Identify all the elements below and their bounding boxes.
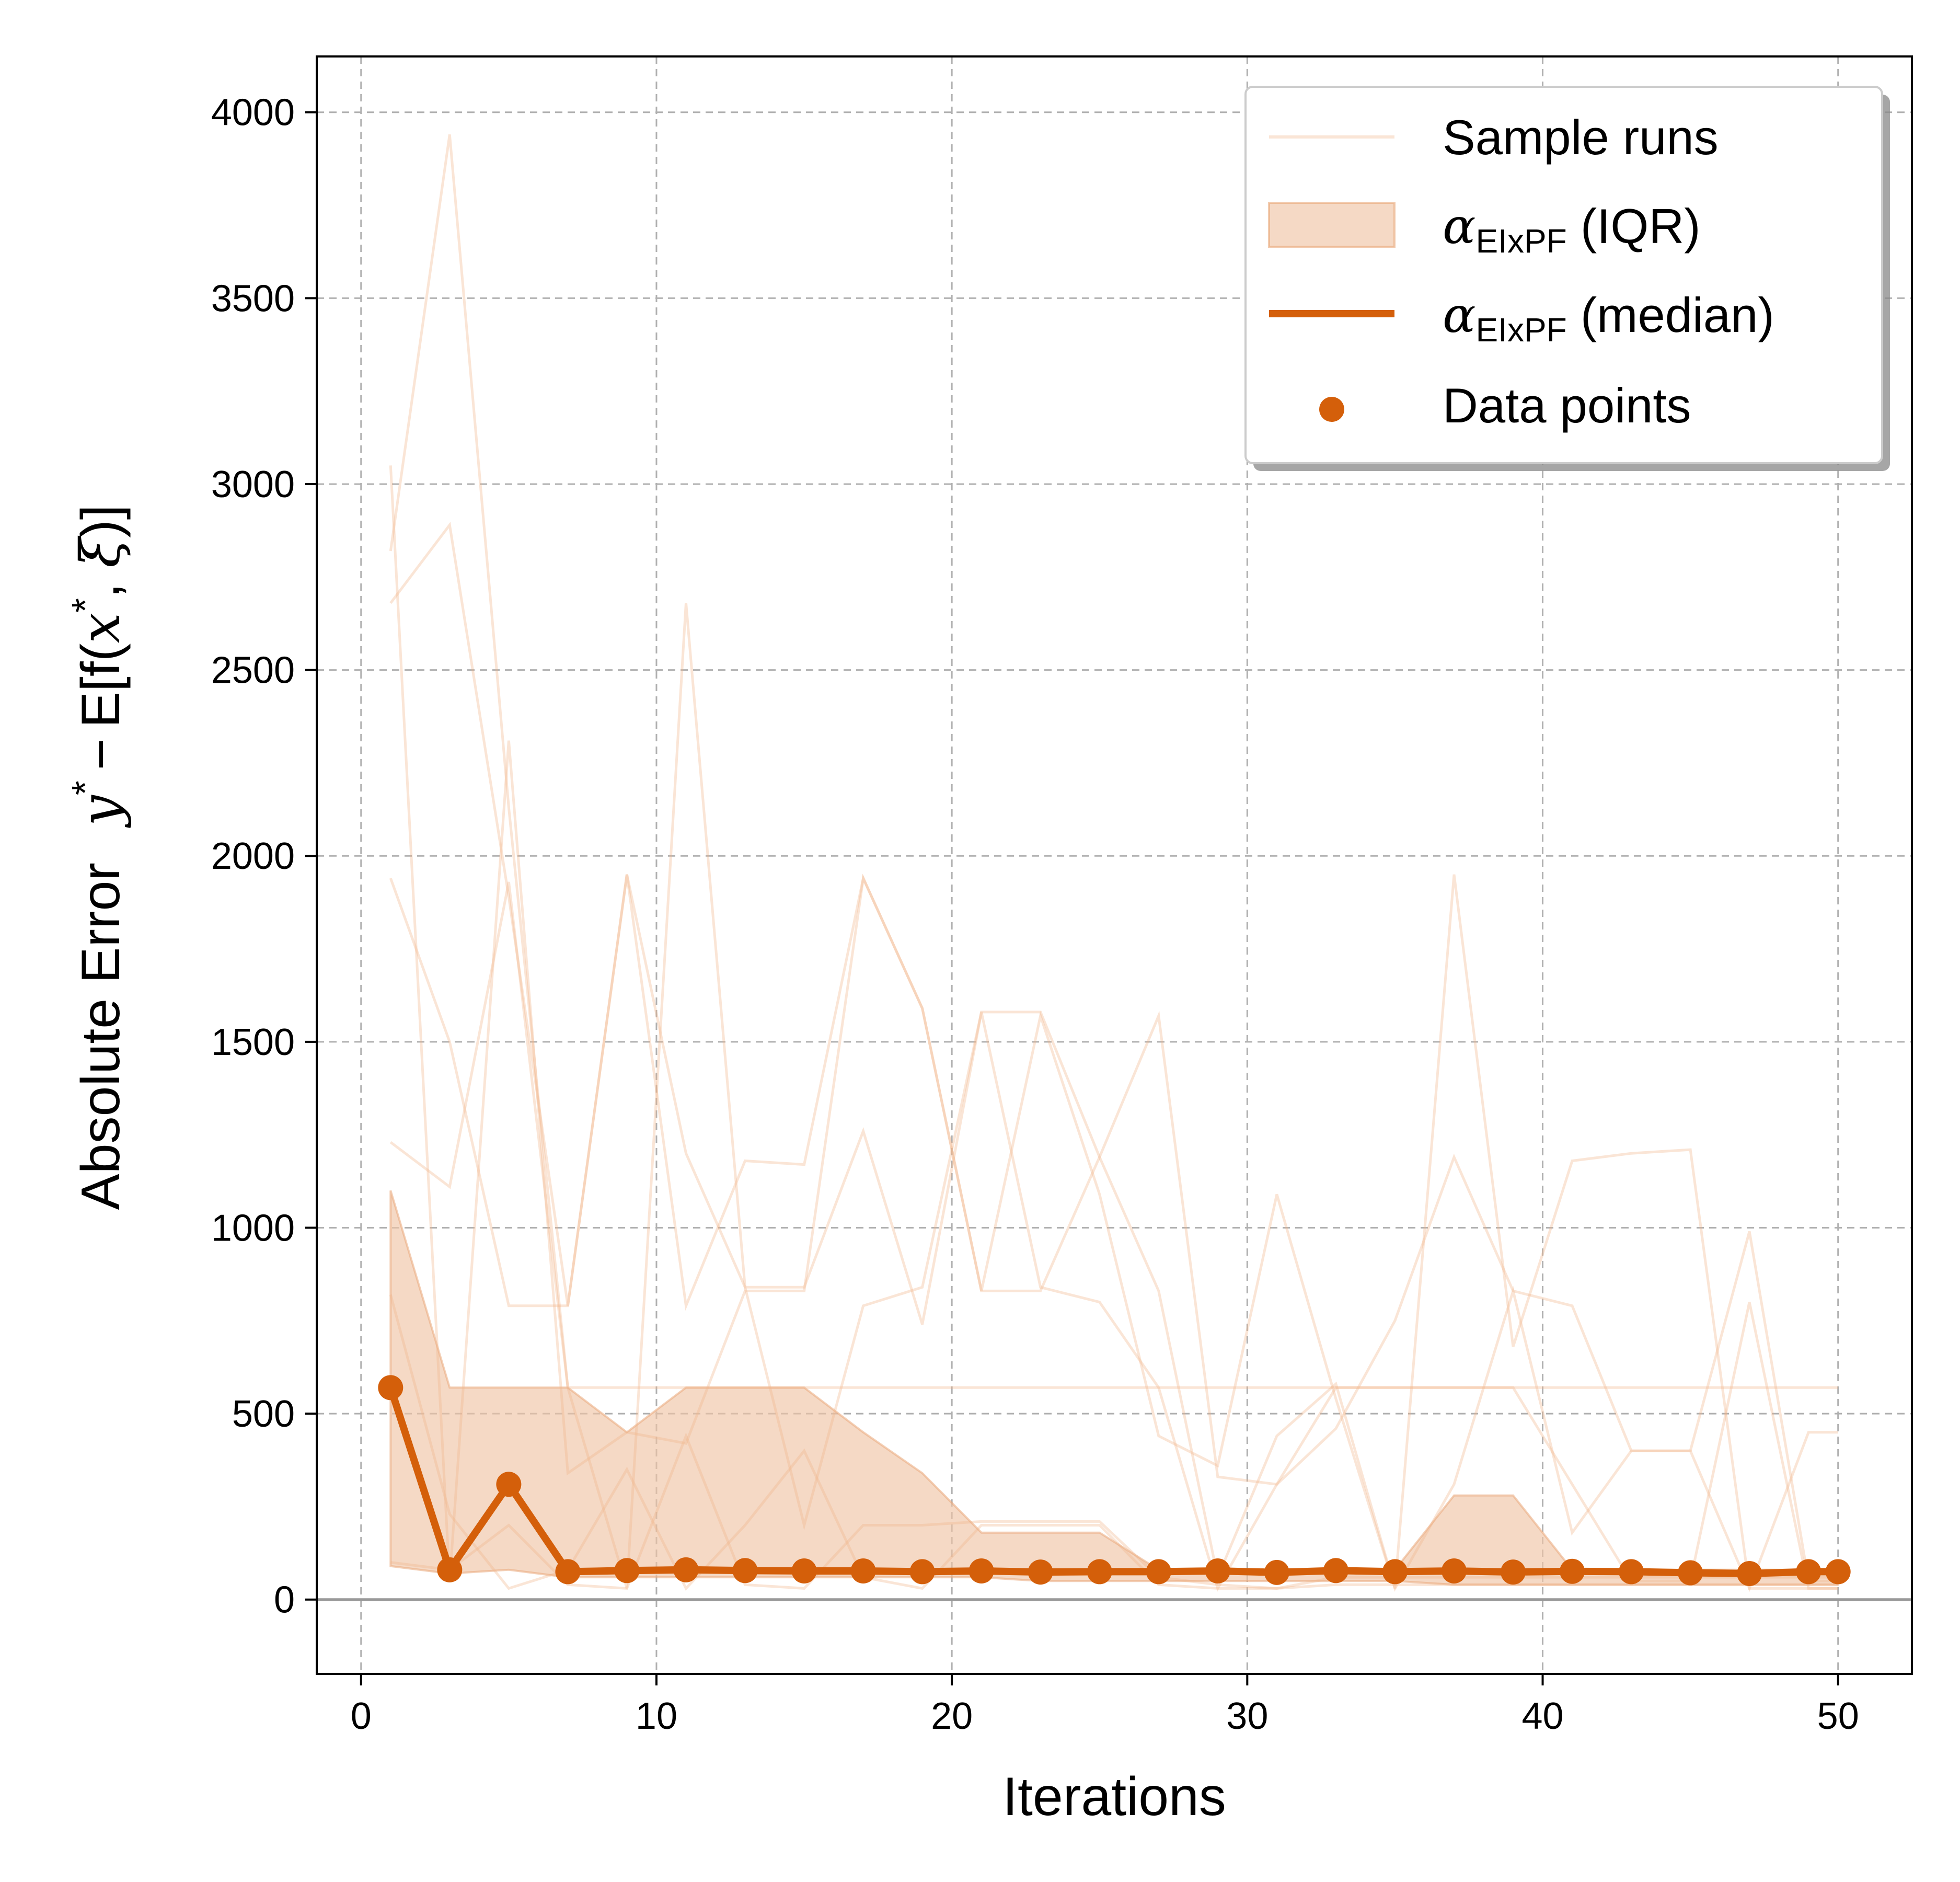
- data-point: [1205, 1558, 1230, 1583]
- data-point: [378, 1375, 403, 1401]
- y-axis-title-y: y: [68, 795, 132, 828]
- data-point: [1737, 1560, 1762, 1586]
- y-axis-title-prefix: Absolute Error: [71, 863, 131, 1210]
- y-axis-ticks: 0 500 1000 1500 2000 2500 3000 3500 4000: [211, 92, 317, 1621]
- x-tick-label: 40: [1521, 1695, 1563, 1737]
- data-point: [1028, 1559, 1053, 1585]
- data-point: [1264, 1559, 1289, 1585]
- y-axis-title-x: x: [68, 613, 132, 644]
- x-tick-label: 50: [1817, 1695, 1859, 1737]
- data-point: [614, 1558, 640, 1583]
- data-point: [791, 1558, 817, 1583]
- data-point: [1678, 1560, 1703, 1586]
- y-tick-label: 1500: [211, 1022, 295, 1063]
- y-axis-title-star: *: [65, 781, 107, 795]
- legend-label-iqr-alpha: α: [1443, 198, 1475, 255]
- data-point: [850, 1558, 876, 1583]
- x-tick-label: 0: [351, 1695, 372, 1737]
- x-tick-label: 20: [931, 1695, 973, 1737]
- y-axis-title-minus: −: [71, 738, 131, 770]
- y-tick-label: 2000: [211, 835, 295, 877]
- data-point: [1087, 1559, 1112, 1585]
- legend-label-median-rest: (median): [1567, 288, 1774, 342]
- y-tick-label: 1000: [211, 1207, 295, 1249]
- data-point: [909, 1559, 935, 1585]
- plot-frame: [316, 55, 1913, 1675]
- data-point: [969, 1558, 994, 1583]
- data-point: [732, 1558, 758, 1583]
- legend: Sample runs αEIxPF (IQR) αEIxPF (median)…: [1244, 86, 1890, 471]
- data-point: [1619, 1559, 1644, 1585]
- y-tick-label: 3000: [211, 464, 295, 506]
- y-axis-title-xi: ξ: [68, 535, 132, 568]
- sample-run-line: [389, 134, 1838, 1389]
- data-point: [1501, 1559, 1526, 1585]
- y-axis-title-close: )]: [71, 504, 131, 538]
- legend-label-median: αEIxPF (median): [1443, 287, 1774, 349]
- legend-label-median-alpha: α: [1443, 287, 1475, 344]
- y-axis-title-expect: E[f(: [71, 643, 131, 728]
- y-axis-title: Absolute Errory*−E[f(x*, ξ)]: [65, 504, 132, 1210]
- legend-label-median-sub: EIxPF: [1475, 311, 1566, 349]
- data-point: [1441, 1558, 1467, 1583]
- y-tick-label: 2500: [211, 650, 295, 692]
- legend-label-iqr-sub: EIxPF: [1475, 222, 1566, 260]
- data-points-layer: [378, 1375, 1851, 1586]
- legend-swatch-data-points: [1319, 397, 1344, 422]
- legend-label-data-points: Data points: [1443, 378, 1691, 433]
- data-point: [1560, 1558, 1585, 1584]
- data-point: [1796, 1559, 1821, 1585]
- iqr-band-layer: [389, 1190, 1839, 1586]
- legend-label-iqr: αEIxPF (IQR): [1443, 198, 1701, 260]
- legend-swatch-iqr: [1268, 202, 1396, 248]
- sample-run-line: [389, 874, 1838, 1582]
- data-point: [1825, 1559, 1851, 1585]
- legend-label-iqr-rest: (IQR): [1567, 199, 1701, 254]
- y-axis-title-comma: ,: [71, 568, 131, 598]
- sample-run-line: [389, 465, 1838, 1592]
- data-point: [673, 1557, 699, 1582]
- data-point: [496, 1472, 522, 1497]
- legend-label-sample-runs: Sample runs: [1443, 110, 1719, 165]
- sample-run-line: [389, 522, 1838, 1590]
- iqr-band: [389, 1190, 1839, 1586]
- y-axis-title-star-2: *: [65, 598, 107, 613]
- x-tick-label: 10: [636, 1695, 677, 1737]
- data-point: [555, 1559, 581, 1585]
- y-tick-label: 500: [232, 1393, 295, 1435]
- y-tick-label: 3500: [211, 278, 295, 319]
- y-tick-label: 4000: [211, 92, 295, 134]
- x-axis-ticks: 0 10 20 30 40 50: [351, 1674, 1859, 1737]
- grid: [317, 56, 1912, 1674]
- data-point: [1382, 1559, 1408, 1585]
- x-axis-title: Iterations: [1002, 1766, 1226, 1827]
- data-point: [437, 1557, 463, 1582]
- x-tick-label: 30: [1226, 1695, 1268, 1737]
- y-tick-label: 0: [274, 1579, 295, 1621]
- data-point: [1146, 1559, 1171, 1585]
- data-point: [1323, 1558, 1348, 1583]
- legend-box: [1244, 86, 1883, 464]
